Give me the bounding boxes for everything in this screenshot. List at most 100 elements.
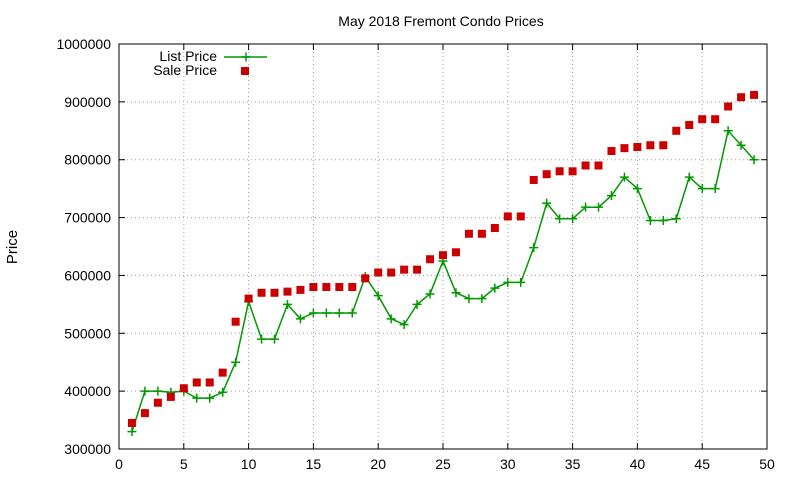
y-tick-label: 500000 [64,325,111,341]
data-point-sale-price [374,268,383,277]
x-tick-label: 35 [565,456,581,472]
data-point-sale-price [711,115,720,124]
y-tick-labels: 300000 400000 500000 600000 700000 800000 9000… [56,36,111,457]
data-point-sale-price [659,141,668,150]
data-point-sale-price [490,223,499,232]
data-point-list-price [321,308,331,318]
data-point-sale-price [335,283,344,291]
x-tick-labels: 0 5 10 15 20 25 30 35 40 45 50 [115,456,775,472]
data-point-list-price [736,140,746,150]
data-point-list-price [658,215,668,225]
data-point-sale-price [127,418,136,427]
x-tick-label: 10 [241,456,257,472]
data-point-sale-price [348,283,357,291]
data-point-list-price [581,202,591,212]
data-point-sale-price [503,212,512,221]
plot-frame [118,43,768,450]
data-point-list-price [542,198,552,208]
data-point-list-price [192,393,202,403]
data-point-sale-price [400,265,409,274]
data-point-list-price [153,386,163,396]
data-point-sale-price [231,317,240,326]
data-point-sale-price [581,161,590,170]
data-point-sale-price [646,141,655,150]
data-point-list-price [723,126,733,136]
y-tick-label: 400000 [64,383,111,399]
data-point-list-price [140,386,150,396]
data-point-list-price [425,289,435,299]
grid [119,44,767,449]
data-point-list-price [749,155,759,165]
data-point-sale-price [698,115,707,124]
data-point-sale-price [607,147,616,156]
x-tick-label: 25 [435,456,451,472]
data-point-list-price [464,294,474,304]
data-point-sale-price [270,288,279,297]
y-tick-label: 300000 [64,441,111,457]
legend: List Price Sale Price [153,48,267,78]
legend-marker-sale-price [241,67,249,75]
legend-marker-list-price [241,52,251,62]
data-point-sale-price [153,398,162,407]
x-tick-label: 50 [759,456,775,472]
data-point-sale-price [387,268,396,277]
y-tick-label: 900000 [64,94,111,110]
data-point-list-price [127,427,137,437]
data-point-sale-price [737,93,746,102]
data-point-sale-price [283,287,292,296]
axis-ticks [118,43,768,450]
data-point-list-price [632,184,642,194]
data-point-sale-price [477,229,486,238]
data-point-sale-price [594,161,603,170]
legend-label-list-price: List Price [159,48,217,64]
data-point-list-price [645,215,655,225]
data-point-list-price [477,294,487,304]
data-point-sale-price [672,126,681,135]
data-point-sale-price [620,144,629,153]
legend-label-sale-price: Sale Price [153,62,217,78]
data-point-sale-price [296,285,305,294]
x-tick-label: 40 [630,456,646,472]
x-tick-label: 20 [370,456,386,472]
y-tick-label: 800000 [64,152,111,168]
data-point-list-price [282,299,292,309]
data-point-sale-price [413,265,422,274]
data-point-list-price [594,202,604,212]
y-tick-label: 600000 [64,267,111,283]
data-point-list-price [308,308,318,318]
data-point-sale-price [244,294,253,303]
data-point-list-price [373,291,383,301]
data-point-sale-price [685,121,694,129]
data-point-list-price [529,243,539,253]
data-point-sale-price [166,392,175,401]
data-point-sale-price [451,248,460,257]
data-point-list-price [257,334,267,344]
data-point-sale-price [309,283,318,291]
data-point-list-price [555,214,565,224]
data-point-sale-price [555,167,564,176]
data-point-list-price [684,172,694,182]
chart-title: May 2018 Fremont Condo Prices [338,13,543,29]
data-point-sale-price [257,288,266,297]
data-point-sale-price [192,378,201,387]
data-point-sale-price [542,170,551,179]
data-point-sale-price [750,90,759,99]
data-point-sale-price [529,175,538,184]
data-point-sale-price [464,229,473,238]
data-point-list-price [451,288,461,298]
x-tick-label: 5 [180,456,188,472]
data-point-sale-price [361,274,370,283]
data-point-sale-price [179,384,188,393]
data-point-list-price [295,314,305,324]
y-axis-title: Price [4,230,21,264]
data-point-sale-price [724,102,733,111]
data-point-list-price [334,308,344,318]
data-point-list-price [671,214,681,224]
data-point-list-price [710,184,720,194]
data-point-sale-price [322,283,331,291]
data-point-list-price [399,320,409,330]
data-point-list-price [516,277,526,287]
series-sale-price [127,90,759,427]
y-tick-label: 1000000 [56,36,111,52]
